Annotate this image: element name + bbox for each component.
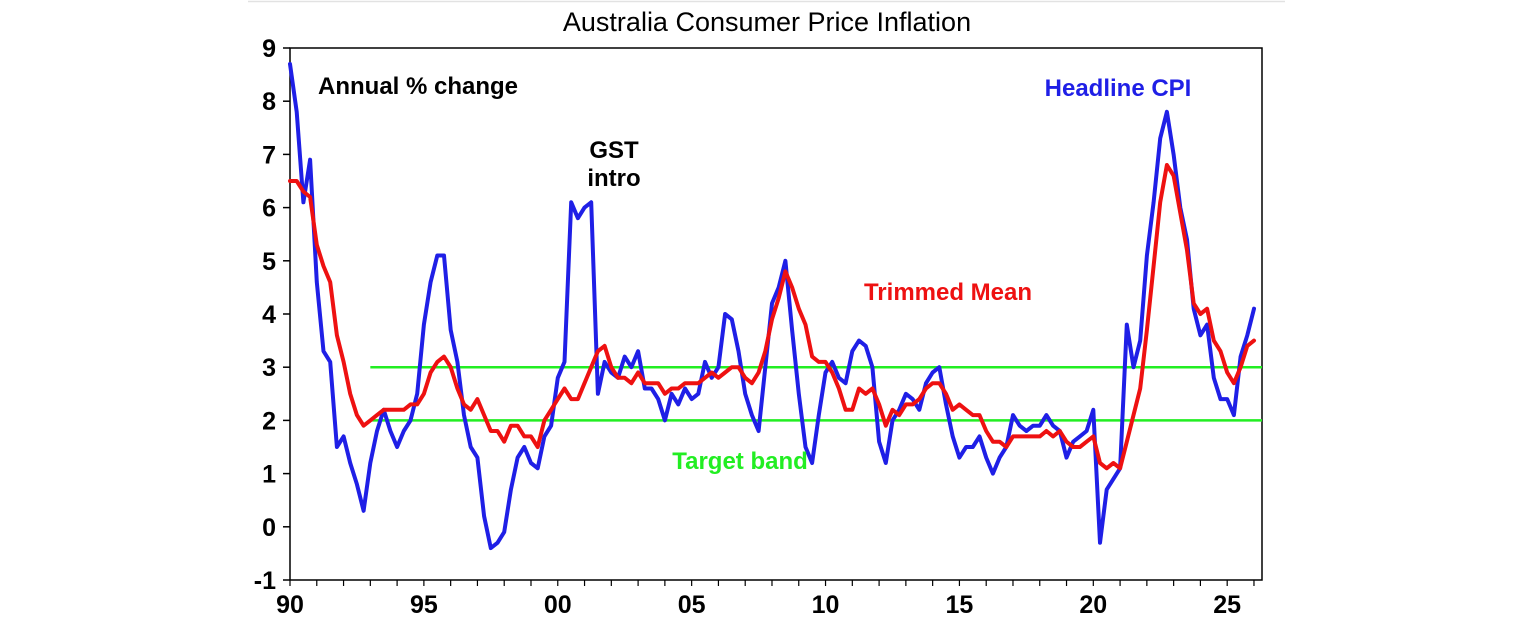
x-tick-label: 00	[544, 591, 572, 619]
y-tick-label: 3	[262, 354, 276, 382]
headline-cpi-line	[288, 62, 1256, 551]
x-tick-label: 95	[410, 591, 438, 619]
y-tick-label: 8	[262, 88, 276, 116]
y-tick-label: 0	[262, 514, 276, 542]
target-band-label: Target band	[672, 448, 808, 475]
trimmed-mean-label: Trimmed Mean	[864, 279, 1032, 306]
chart-title: Australia Consumer Price Inflation	[563, 7, 971, 37]
gst-annotation-line1: GST	[589, 137, 639, 164]
y-tick-label: 1	[262, 461, 276, 489]
x-tick-label: 05	[678, 591, 706, 619]
series-layer	[288, 62, 1256, 551]
x-tick-label: 10	[812, 591, 840, 619]
y-tick-label: 5	[262, 248, 276, 276]
units-annotation: Annual % change	[318, 73, 518, 100]
gst-annotation-line2: intro	[587, 165, 640, 192]
x-tick-label: 15	[946, 591, 974, 619]
x-axis: 90 95 00 05 10 15 20 25	[276, 580, 1255, 619]
y-tick-label: 4	[262, 301, 276, 329]
y-tick-label: 2	[262, 407, 276, 435]
y-tick-label: 7	[262, 141, 276, 169]
headline-cpi-label: Headline CPI	[1045, 75, 1192, 102]
x-tick-label: 25	[1213, 591, 1241, 619]
y-tick-label: -1	[254, 567, 276, 595]
x-tick-label: 90	[276, 591, 304, 619]
y-tick-label: 6	[262, 195, 276, 223]
trimmed-mean-line	[288, 163, 1256, 471]
x-tick-label: 20	[1079, 591, 1107, 619]
y-tick-label: 9	[262, 35, 276, 63]
y-axis: -1 0 1 2 3 4 5 6 7 8 9	[254, 35, 290, 595]
